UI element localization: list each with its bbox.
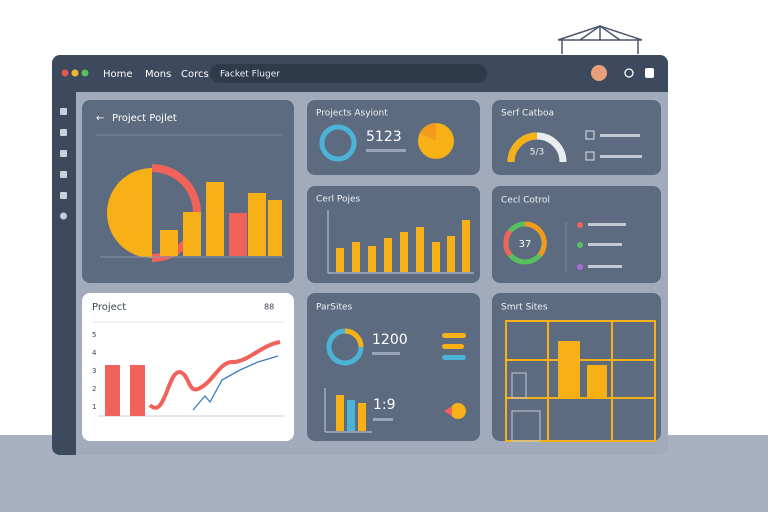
shape <box>60 171 67 178</box>
caption-line <box>366 149 406 152</box>
y-tick-label: 5 <box>92 331 96 339</box>
panel-title: Cecl Cotrol <box>501 196 550 206</box>
back-arrow[interactable]: ← <box>96 113 104 124</box>
y-tick-label: 3 <box>92 367 96 375</box>
legend-bar <box>442 355 466 360</box>
caption-line <box>372 352 400 355</box>
shape <box>352 242 360 272</box>
block <box>558 341 580 398</box>
shape <box>561 25 639 54</box>
y-axis-labels: 5 4 3 2 1 <box>92 331 97 411</box>
shape <box>268 200 282 256</box>
icon <box>585 130 595 140</box>
search-text[interactable]: Facket Fluger <box>220 70 280 80</box>
panel-title: Smrt Sites <box>501 303 548 313</box>
block <box>587 365 607 398</box>
panel-title: Project Pojlet <box>112 113 177 124</box>
icon[interactable] <box>645 68 654 78</box>
shape <box>206 182 224 256</box>
legend-line <box>588 265 622 268</box>
bars <box>336 220 470 272</box>
gauge-label: 5/3 <box>530 148 544 158</box>
caption-line <box>373 418 393 421</box>
shape <box>384 238 392 272</box>
shape <box>60 192 67 199</box>
block-outline <box>511 410 541 442</box>
grid-diagram <box>505 320 656 442</box>
gauge-fill <box>507 132 538 163</box>
dot[interactable] <box>81 69 89 77</box>
shape <box>229 213 247 256</box>
bar <box>105 365 120 416</box>
shape <box>183 212 201 256</box>
pie-slice <box>420 123 436 141</box>
shape <box>60 129 67 136</box>
panel <box>307 293 480 441</box>
toggle[interactable] <box>450 403 466 419</box>
panel-value: 88 <box>264 303 274 312</box>
trend-line <box>148 340 281 410</box>
nav-item[interactable]: Mons <box>145 69 171 80</box>
legend-dot <box>577 264 583 270</box>
bar <box>358 403 366 431</box>
shape <box>336 248 344 272</box>
shape <box>400 232 408 272</box>
bar <box>347 400 355 431</box>
sidebar-icons[interactable] <box>60 108 67 220</box>
avatar[interactable] <box>591 65 607 81</box>
shape <box>432 242 440 272</box>
bars <box>160 182 282 256</box>
legend-line <box>600 134 640 137</box>
panel-title: Cerl Pojes <box>316 195 361 205</box>
shape <box>60 212 67 220</box>
legend-line <box>588 243 622 246</box>
shape <box>248 193 266 256</box>
shape <box>368 246 376 272</box>
shape <box>60 108 67 115</box>
metric: 5123 <box>366 129 402 145</box>
metric: 1:9 <box>373 397 396 413</box>
panel-title: Serf Catboa <box>501 109 554 119</box>
y-tick-label: 4 <box>92 349 97 357</box>
block-outline <box>511 372 527 399</box>
bar <box>130 365 145 416</box>
shape <box>60 150 67 157</box>
toggle-tip <box>444 406 452 416</box>
sidebar <box>52 92 76 455</box>
shape <box>462 220 470 272</box>
nav-item[interactable]: Home <box>103 69 133 80</box>
ring-part <box>524 221 547 257</box>
search-box[interactable] <box>210 64 487 83</box>
trend-line <box>192 355 279 411</box>
legend-bar <box>442 333 466 338</box>
legend-line <box>588 223 626 226</box>
roof-icon <box>557 25 643 54</box>
shape <box>160 230 178 256</box>
y-tick-label: 2 <box>92 385 96 393</box>
pie <box>107 168 152 258</box>
dot[interactable] <box>61 69 69 77</box>
dot[interactable] <box>71 69 79 77</box>
ring-part <box>503 229 513 257</box>
panel-title: Projects Asyiont <box>316 109 388 119</box>
panel-title: ParSites <box>316 303 353 313</box>
legend-dot <box>577 222 583 228</box>
legend-line <box>600 155 642 158</box>
y-tick-label: 1 <box>92 403 96 411</box>
ring-label: 37 <box>519 239 532 250</box>
bar <box>336 395 344 431</box>
metric: 1200 <box>372 332 408 348</box>
shape <box>447 236 455 272</box>
shape <box>505 320 656 442</box>
ring <box>319 124 357 162</box>
panel-title: Project <box>92 302 126 313</box>
legend-dot <box>577 242 583 248</box>
icon[interactable] <box>624 68 634 78</box>
icon <box>585 151 595 161</box>
ring-part <box>344 328 364 348</box>
nav-item[interactable]: Corcs <box>181 69 209 80</box>
legend-bar <box>442 344 464 349</box>
shape <box>416 227 424 272</box>
